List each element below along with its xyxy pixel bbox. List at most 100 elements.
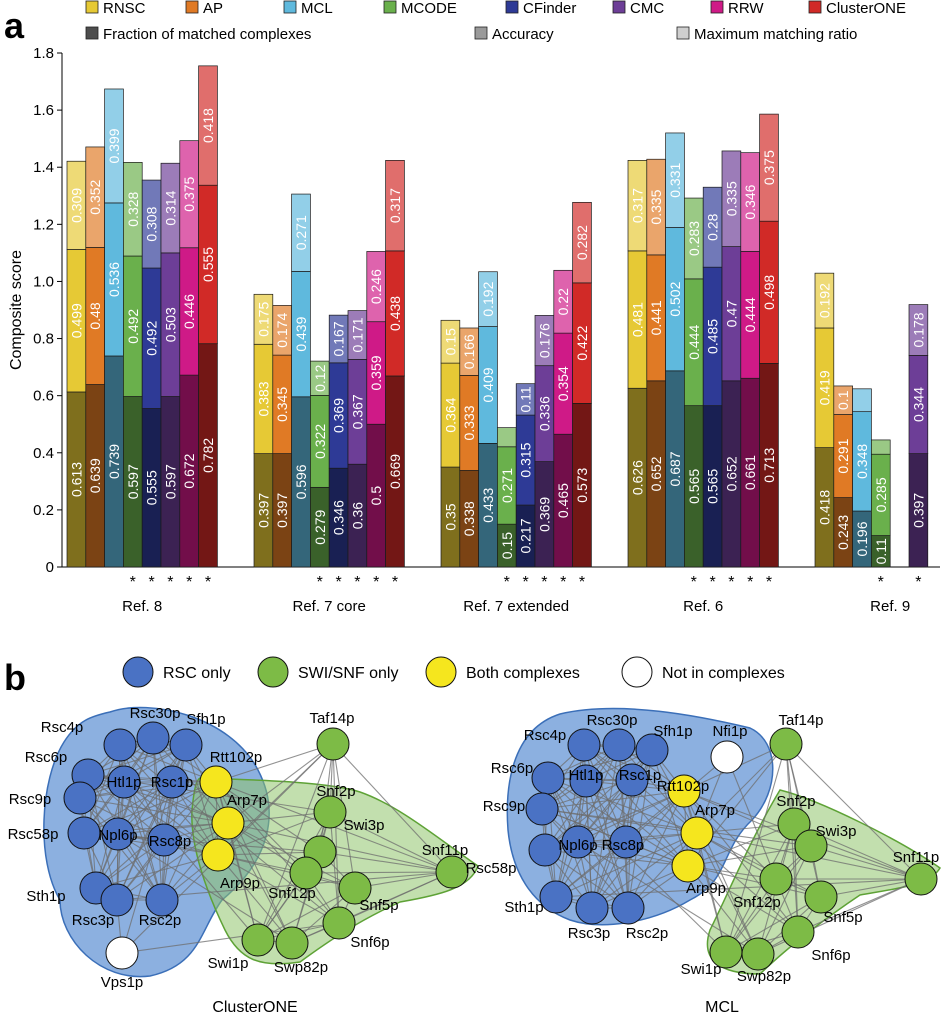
- node-label-rsc4p: Rsc4p: [41, 719, 84, 736]
- node-label-arp9p: Arp9p: [220, 875, 260, 892]
- y-tick-label: 0.4: [33, 445, 54, 462]
- network-edge: [793, 823, 799, 933]
- node-rsc4p: [567, 728, 601, 762]
- legend-swatch-clusterone: [808, 0, 822, 14]
- node-swi1p: [241, 923, 275, 957]
- legend-component-label-3: Maximum matching ratio: [694, 26, 857, 43]
- node-sfh1p: [635, 733, 669, 767]
- network-edge: [87, 744, 187, 776]
- bar-value-label: 0.338: [461, 501, 477, 536]
- network-edge: [79, 781, 217, 799]
- network-legend-label-2: SWI/SNF only: [298, 665, 398, 682]
- bar-value-label: 0.1: [835, 390, 851, 410]
- node-label-rsc4p: Rsc4p: [524, 727, 567, 744]
- network-edge: [95, 854, 219, 889]
- network-edge: [725, 743, 787, 953]
- node-snf12p: [759, 862, 793, 896]
- significance-star: *: [728, 574, 734, 591]
- significance-star: *: [317, 574, 323, 591]
- legend-swatch-cmc: [612, 0, 626, 14]
- bar-value-label: 0.47: [723, 300, 739, 327]
- node-swi3p: [794, 829, 828, 863]
- network-edge: [116, 822, 229, 901]
- significance-star: *: [186, 574, 192, 591]
- network-edge: [217, 854, 356, 889]
- legend-component-swatch-1: [85, 26, 99, 40]
- node-snf11p: [904, 862, 938, 896]
- bar-value-label: 0.192: [480, 281, 496, 316]
- node-label-swp82p: Swp82p: [274, 959, 328, 976]
- bar-value-label: 0.176: [536, 323, 552, 358]
- bar-value-label: 0.346: [742, 184, 758, 219]
- bar-value-label: 0.346: [331, 500, 347, 535]
- significance-star: *: [167, 574, 173, 591]
- network-edge: [87, 774, 165, 841]
- network-edge: [227, 743, 334, 824]
- node-rsc3p: [100, 883, 134, 917]
- network-edge: [541, 808, 629, 909]
- node-label-npl6p: Npl6p: [98, 827, 137, 844]
- node-label-arp7p: Arp7p: [695, 802, 735, 819]
- network-edge: [257, 887, 356, 941]
- network-edge: [683, 790, 777, 880]
- node-htl1p: [107, 765, 141, 799]
- node-rsc58p: [528, 833, 562, 867]
- node-arp9p: [671, 849, 705, 883]
- node-label-rsc9p: Rsc9p: [9, 791, 52, 808]
- significance-star: *: [373, 574, 379, 591]
- bar-value-label: 0.444: [742, 297, 758, 332]
- network-legend-swatch-1: [122, 656, 154, 688]
- bar-value-label: 0.555: [200, 247, 216, 282]
- bar-value-label: 0.439: [293, 316, 309, 351]
- network-edge: [227, 811, 331, 824]
- node-label-arp7p: Arp7p: [227, 792, 267, 809]
- bar-value-label: 0.597: [162, 464, 178, 499]
- bar-value-label: 0.626: [629, 460, 645, 495]
- bar-value-label: 0.348: [854, 444, 870, 479]
- bar-value-label: 0.279: [312, 509, 328, 544]
- node-rsc3p: [575, 891, 609, 925]
- network-caption: MCL: [705, 999, 739, 1016]
- node-label-rsc30p: Rsc30p: [587, 712, 638, 729]
- bar-value-label: 0.336: [536, 396, 552, 431]
- significance-star: *: [335, 574, 341, 591]
- bar-value-label: 0.175: [255, 302, 271, 337]
- node-rtt102p: [199, 765, 233, 799]
- network-edge: [227, 822, 293, 944]
- network-edge: [696, 743, 787, 834]
- bar-value-label: 0.597: [125, 464, 141, 499]
- network-edge: [627, 790, 685, 909]
- bar-segment-mcode: [497, 427, 517, 448]
- node-rsc4p: [103, 728, 137, 762]
- y-tick-label: 1.4: [33, 159, 54, 176]
- node-taf14p: [769, 727, 803, 761]
- bar-segment-mcl: [104, 88, 124, 204]
- node-arp7p: [680, 816, 714, 850]
- node-rsc8p: [147, 823, 181, 857]
- node-label-rsc30p: Rsc30p: [130, 705, 181, 722]
- significance-star: *: [709, 574, 715, 591]
- significance-star: *: [915, 574, 921, 591]
- bar-value-label: 0.171: [349, 317, 365, 352]
- significance-star: *: [148, 574, 154, 591]
- group-label: Ref. 6: [683, 598, 723, 615]
- legend-component-swatch-3: [676, 26, 690, 40]
- node-label-rsc3p: Rsc3p: [568, 925, 611, 942]
- y-axis-label: Composite score: [8, 250, 25, 370]
- node-rsc1p: [615, 763, 649, 797]
- significance-star: *: [522, 574, 528, 591]
- network-edge: [215, 781, 340, 924]
- network-legend-label-1: RSC only: [163, 665, 231, 682]
- node-sfh1p: [169, 728, 203, 762]
- y-tick-label: 1.8: [33, 45, 54, 62]
- network-edge: [577, 749, 653, 843]
- bar-segment-mcl: [478, 271, 498, 327]
- node-label-rsc8p: Rsc8p: [602, 837, 645, 854]
- bar-value-label: 0.285: [873, 477, 889, 512]
- network-legend-swatch-2: [257, 656, 289, 688]
- node-label-sfh1p: Sfh1p: [653, 723, 692, 740]
- legend-swatch-cfinder: [505, 0, 519, 14]
- network-edge: [119, 744, 217, 783]
- network-edge: [185, 744, 219, 856]
- bar-value-label: 0.322: [312, 424, 328, 459]
